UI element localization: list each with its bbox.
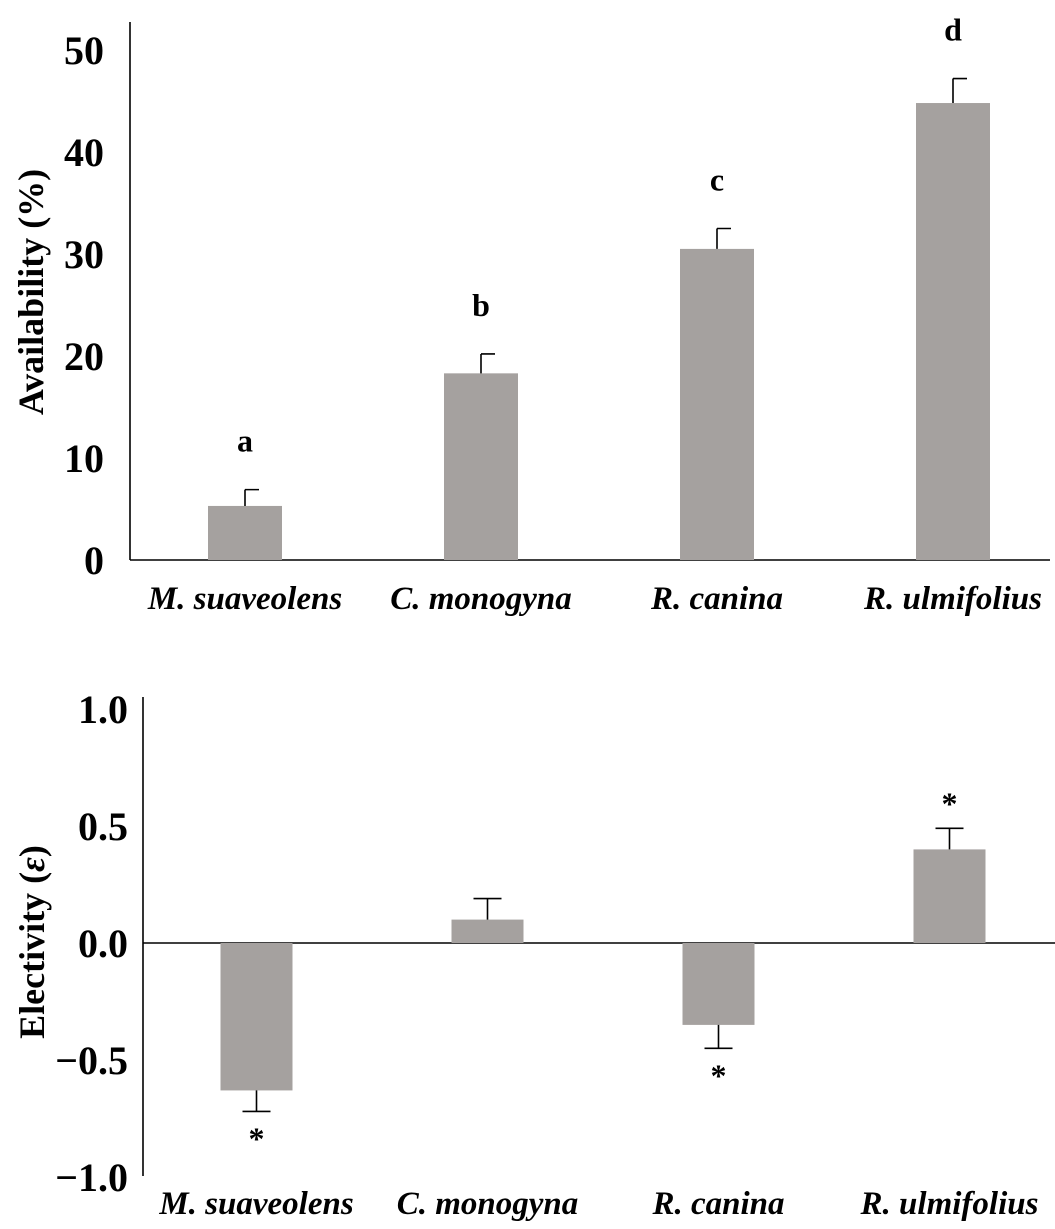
y-tick-label: 50 (64, 28, 104, 73)
y-tick-label: 0.5 (78, 804, 128, 849)
error-bar (716, 227, 731, 249)
x-category-label: R. canina (651, 1186, 784, 1222)
bar (913, 849, 986, 943)
y-axis-title-symbol: ε (12, 857, 52, 872)
significance-label: * (249, 1120, 265, 1156)
x-category-label: R. ulmifolius (860, 1186, 1039, 1222)
y-tick-label: 20 (64, 334, 104, 379)
error-bar (480, 353, 495, 374)
y-tick-label: 10 (64, 436, 104, 481)
bar (680, 248, 754, 560)
x-category-label: C. monogyna (390, 581, 572, 617)
availability-panel: 0 10 20 30 40 50 a M. suaveolens b C. monogyna c R.… (11, 12, 1050, 617)
y-axis-title-close: ) (12, 845, 52, 857)
bar (451, 919, 524, 943)
y-axis-title: Availability (%) (11, 169, 51, 415)
error-bar (704, 1024, 733, 1050)
x-category-label: R. ulmifolius (863, 581, 1042, 617)
y-axis-title-text: Electivity ( (12, 872, 52, 1039)
significance-label: c (710, 162, 724, 198)
y-tick-label: 0.0 (78, 921, 128, 966)
bar (208, 505, 282, 560)
significance-label: * (711, 1057, 727, 1093)
error-bar (473, 897, 502, 920)
x-category-label: M. suaveolens (158, 1186, 353, 1222)
significance-label: * (942, 785, 958, 821)
y-tick-label: −0.5 (55, 1038, 128, 1083)
y-tick-label: 30 (64, 232, 104, 277)
y-tick-label: 0 (84, 538, 104, 583)
x-category-label: M. suaveolens (147, 581, 342, 617)
bar (220, 943, 293, 1091)
x-category-label: C. monogyna (397, 1186, 579, 1222)
error-bar (952, 77, 967, 104)
significance-label: d (944, 12, 962, 48)
bar (916, 103, 990, 560)
error-bar (935, 827, 964, 850)
error-bar (242, 1090, 271, 1113)
y-tick-label: −1.0 (55, 1155, 128, 1200)
bar (444, 373, 518, 560)
y-axis-title: Electivity (ε) (12, 845, 52, 1039)
y-tick-label: 1.0 (78, 687, 128, 732)
error-bar (244, 488, 259, 506)
significance-label: a (237, 423, 253, 459)
bar (682, 943, 755, 1025)
y-tick-label: 40 (64, 130, 104, 175)
x-category-label: R. canina (650, 581, 783, 617)
electivity-panel: 1.0 0.5 0.0 −0.5 −1.0 * M. suaveolens C. monogy… (12, 687, 1055, 1222)
significance-label: b (472, 287, 490, 323)
